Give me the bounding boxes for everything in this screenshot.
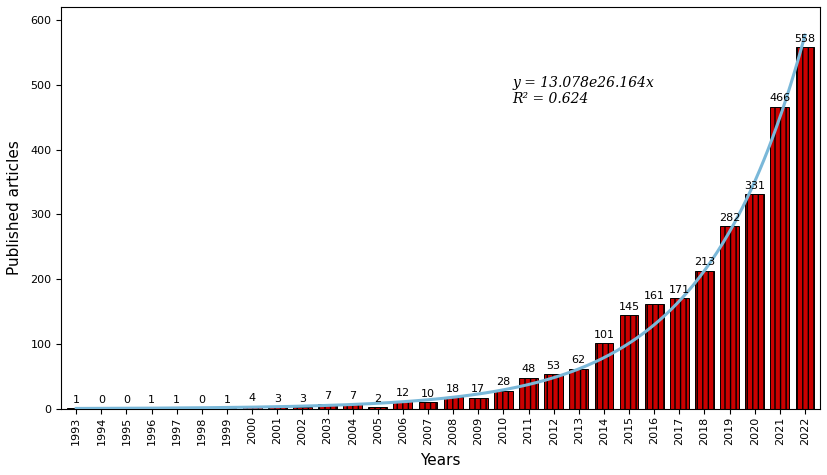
Bar	[242, 406, 261, 408]
Text: 3: 3	[299, 393, 306, 404]
Bar	[444, 397, 462, 408]
Text: 1: 1	[73, 395, 79, 405]
Text: 0: 0	[98, 396, 105, 406]
Bar	[519, 378, 538, 408]
Text: 4: 4	[249, 393, 256, 403]
Text: 48: 48	[521, 364, 536, 374]
Bar	[293, 407, 312, 408]
Bar	[745, 194, 764, 408]
Text: 1: 1	[148, 395, 155, 405]
Bar	[619, 315, 638, 408]
Bar	[695, 271, 714, 408]
Text: 161: 161	[643, 291, 665, 301]
Text: 7: 7	[349, 391, 356, 401]
Text: 0: 0	[198, 396, 205, 406]
Bar	[595, 343, 614, 408]
Text: 171: 171	[669, 285, 690, 294]
Bar	[394, 401, 413, 408]
Text: 12: 12	[396, 388, 410, 398]
Text: 145: 145	[619, 302, 639, 312]
Text: 53: 53	[547, 361, 561, 371]
Bar	[418, 402, 437, 408]
Bar	[569, 369, 588, 408]
Text: 62: 62	[571, 355, 586, 365]
Text: 282: 282	[719, 213, 740, 223]
Bar	[318, 404, 337, 408]
Bar	[494, 390, 513, 408]
Text: 331: 331	[744, 181, 765, 191]
Text: 213: 213	[694, 257, 715, 267]
Text: 1: 1	[173, 395, 180, 405]
X-axis label: Years: Years	[420, 453, 461, 468]
Text: 1: 1	[223, 395, 231, 405]
Bar	[544, 374, 563, 408]
Text: 18: 18	[446, 384, 460, 394]
Text: 28: 28	[496, 377, 510, 387]
Text: 7: 7	[324, 391, 331, 401]
Text: 101: 101	[594, 330, 614, 340]
Text: 17: 17	[471, 384, 485, 394]
Bar	[645, 304, 663, 408]
Text: 558: 558	[795, 34, 815, 44]
Text: y = 13.078e26.164x
R² = 0.624: y = 13.078e26.164x R² = 0.624	[513, 76, 654, 106]
Text: 2: 2	[374, 394, 381, 404]
Bar	[796, 47, 815, 408]
Bar	[343, 404, 362, 408]
Bar	[268, 407, 287, 408]
Bar	[670, 298, 689, 408]
Text: 10: 10	[421, 389, 435, 399]
Bar	[720, 226, 739, 408]
Bar	[469, 398, 488, 408]
Text: 466: 466	[769, 94, 791, 104]
Text: 3: 3	[274, 393, 280, 404]
Bar	[771, 107, 789, 408]
Text: 0: 0	[123, 396, 130, 406]
Y-axis label: Published articles: Published articles	[7, 141, 22, 276]
